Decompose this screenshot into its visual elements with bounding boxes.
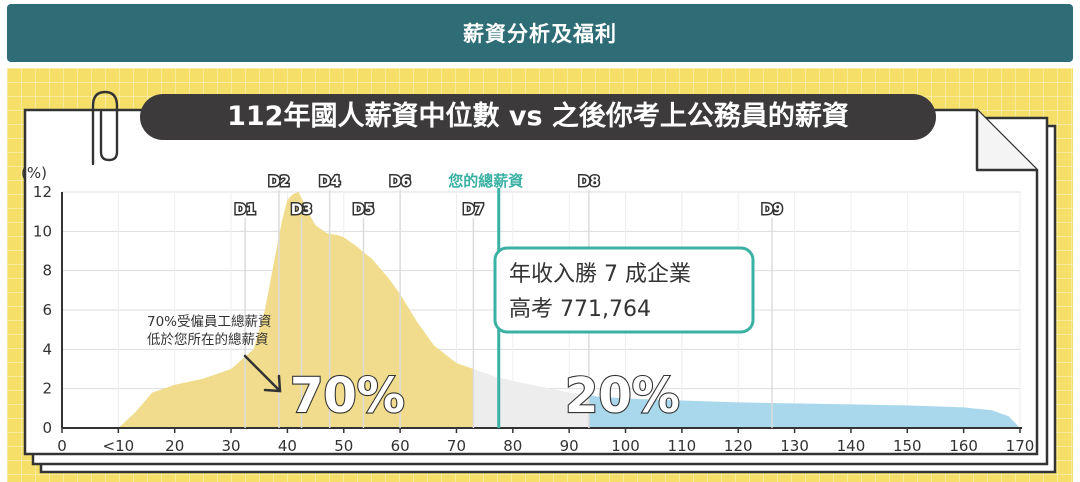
x-tick-label: 130 <box>780 437 809 455</box>
decile-label-d9: D9 <box>761 202 782 218</box>
note-line-2: 低於您所在的總薪資 <box>147 331 269 348</box>
distribution-area <box>118 192 1020 428</box>
chart-axes <box>61 192 1022 429</box>
your-salary-label: 您的總薪資 <box>447 172 523 190</box>
y-axis-label: (%) <box>21 164 47 182</box>
salary-chart: 112年國人薪資中位數 vs 之後你考上公務員的薪資 0 <10 20 30 40 50 6… <box>21 90 1057 474</box>
callout-line-2: 高考 771,764 <box>509 297 651 322</box>
y-tick-label: 8 <box>42 262 52 280</box>
note-line-1: 70%受僱員工總薪資 <box>147 313 272 330</box>
x-tick-label: 50 <box>334 437 353 455</box>
area-middle <box>473 369 589 428</box>
area-below-70-percent <box>118 192 474 428</box>
y-tick-label: 4 <box>42 340 52 358</box>
y-tick-label: 6 <box>42 301 52 319</box>
percent-label-70: 70% <box>290 368 405 424</box>
percent-label-20: 20% <box>565 368 680 424</box>
page-fold-corner <box>975 110 1037 172</box>
decile-label-d2: D2 <box>268 174 289 190</box>
paperclip-icon <box>91 90 119 166</box>
decile-label-d7: D7 <box>463 202 484 218</box>
x-tick-label: 140 <box>837 437 866 455</box>
decile-label-d3: D3 <box>291 202 312 218</box>
page-header: 薪資分析及福利 <box>7 4 1073 62</box>
decile-label-d5: D5 <box>353 202 374 218</box>
y-tick-label: 12 <box>33 183 52 201</box>
x-tick-label: 0 <box>57 437 67 455</box>
x-tick-label: 110 <box>668 437 697 455</box>
x-tick-label: <10 <box>103 437 135 455</box>
chart-title: 112年國人薪資中位數 vs 之後你考上公務員的薪資 <box>227 100 849 132</box>
x-tick-label: 160 <box>949 437 978 455</box>
x-tick-label: 150 <box>893 437 922 455</box>
x-tick-label: 120 <box>724 437 753 455</box>
y-tick-label: 2 <box>42 380 52 398</box>
salary-callout: 年收入勝 7 成企業 高考 771,764 <box>493 246 755 334</box>
x-tick-label: 100 <box>611 437 640 455</box>
decile-label-d8: D8 <box>578 174 599 190</box>
x-tick-label: 20 <box>165 437 184 455</box>
page-title: 薪資分析及福利 <box>463 22 617 46</box>
y-tick-label: 0 <box>42 419 52 437</box>
decile-label-d4: D4 <box>319 174 341 190</box>
x-tick-label: 80 <box>503 437 522 455</box>
x-tick-label: 170 <box>1006 437 1035 455</box>
x-tick-label: 70 <box>447 437 466 455</box>
note-arrow-icon <box>243 354 282 393</box>
x-tick-labels: 0 <10 20 30 40 50 60 70 80 90 100 110 120 130 140 150 16… <box>57 428 1034 455</box>
chart-title-pill: 112年國人薪資中位數 vs 之後你考上公務員的薪資 <box>140 94 936 140</box>
y-tick-labels: 0 2 4 6 8 10 12 <box>33 183 52 437</box>
decile-label-d6: D6 <box>389 174 410 190</box>
chart-panel: 112年國人薪資中位數 vs 之後你考上公務員的薪資 0 <10 20 30 40 50 6… <box>7 68 1073 482</box>
x-tick-label: 60 <box>391 437 410 455</box>
y-tick-label: 10 <box>33 222 52 240</box>
callout-line-1: 年收入勝 7 成企業 <box>509 262 691 287</box>
area-top-20-percent <box>588 395 1020 428</box>
decile-label-d1: D1 <box>234 202 255 218</box>
x-tick-label: 40 <box>278 437 297 455</box>
x-tick-label: 90 <box>560 437 579 455</box>
x-tick-label: 30 <box>222 437 241 455</box>
